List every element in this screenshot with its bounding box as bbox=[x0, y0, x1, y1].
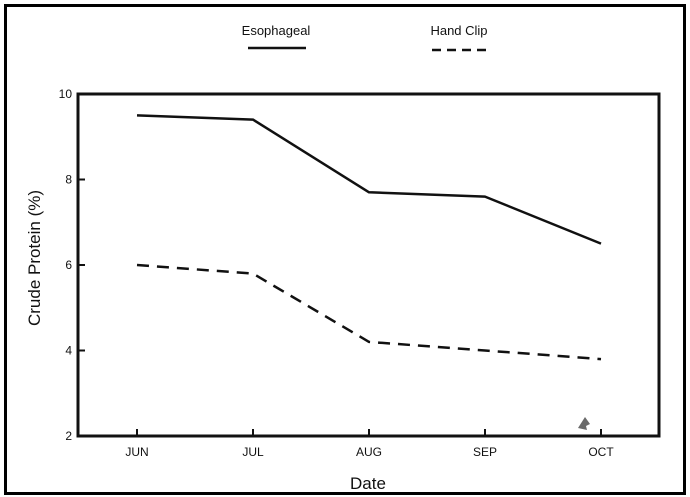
y-tick-label: 8 bbox=[65, 173, 72, 187]
x-tick-label: JUL bbox=[242, 445, 264, 459]
figure-frame bbox=[4, 4, 686, 495]
x-tick-label: JUN bbox=[125, 445, 148, 459]
series-line-esophageal bbox=[136, 114, 602, 245]
y-tick-label: 6 bbox=[65, 258, 72, 272]
x-tick-label: AUG bbox=[356, 445, 382, 459]
y-axis-title: Crude Protein (%) bbox=[25, 190, 44, 326]
series-layer bbox=[136, 114, 602, 361]
legend-label-esophageal: Esophageal bbox=[242, 23, 311, 38]
y-tick-label: 10 bbox=[59, 87, 73, 101]
legend-label-hand-clip: Hand Clip bbox=[430, 23, 487, 38]
y-tick-label: 4 bbox=[65, 344, 72, 358]
series-line-hand-clip bbox=[136, 263, 602, 361]
x-axis: JUN JUL AUG SEP OCT bbox=[125, 429, 614, 459]
legend: Esophageal Hand Clip bbox=[242, 23, 490, 52]
x-tick-label: SEP bbox=[473, 445, 497, 459]
scan-artifact-mark bbox=[578, 417, 590, 430]
x-axis-title: Date bbox=[350, 474, 386, 493]
y-tick-label: 2 bbox=[65, 429, 72, 443]
x-tick-label: OCT bbox=[588, 445, 614, 459]
plot-area bbox=[76, 92, 661, 438]
y-axis: 2 4 6 8 10 bbox=[59, 87, 85, 443]
